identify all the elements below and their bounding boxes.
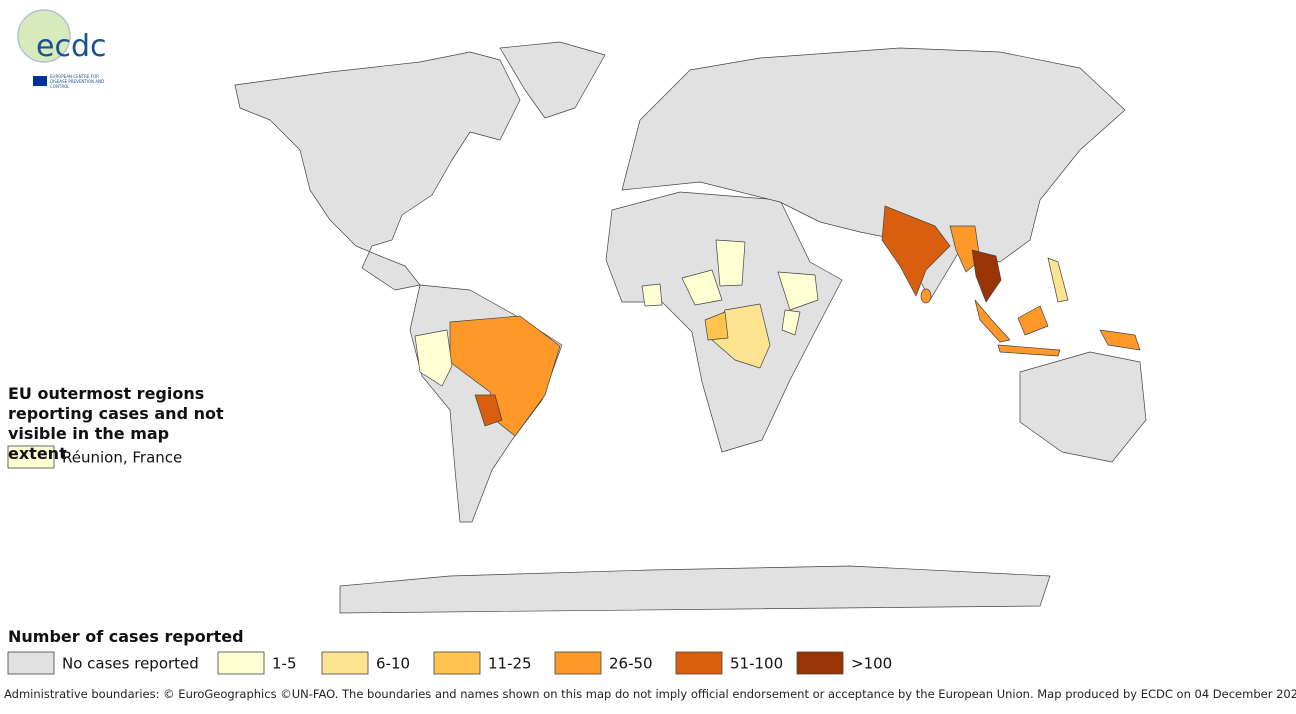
area [781, 309, 801, 336]
legend-label: 6-10 [376, 655, 410, 673]
area [881, 205, 951, 297]
logo-org: EUROPEAN CENTRE FOR DISEASE PREVENTION A… [50, 74, 105, 89]
eurasia [621, 47, 1126, 301]
legend-label: 11-25 [488, 655, 532, 673]
area [474, 394, 503, 427]
north-america [234, 51, 521, 291]
area [641, 283, 663, 307]
area [711, 303, 771, 369]
area [974, 299, 1011, 343]
legend-label: Réunion, France [62, 449, 182, 467]
area [777, 271, 819, 311]
legend-label: No cases reported [62, 655, 199, 673]
logo-globe [17, 9, 71, 63]
logo: ecdc [17, 9, 107, 86]
area [1099, 329, 1141, 351]
area [449, 315, 561, 437]
legend-swatch [321, 651, 369, 675]
legend-label: 51-100 [730, 655, 783, 673]
outermost-items: Réunion, France [7, 445, 182, 469]
legend-swatch [217, 651, 265, 675]
greenland [499, 41, 606, 119]
area [920, 288, 932, 304]
australia [1019, 351, 1147, 463]
legend-label: 26-50 [609, 655, 653, 673]
outermost-title: EU outermost regions reporting cases and… [8, 384, 224, 463]
area [1047, 257, 1069, 303]
legend-swatch [7, 651, 55, 675]
area [971, 249, 1002, 303]
logo-wordmark: ecdc [36, 29, 107, 64]
legend-title: Number of cases reported [8, 627, 244, 646]
area [715, 239, 746, 287]
legend-label: 1-5 [272, 655, 297, 673]
reporting-areas [414, 205, 1141, 437]
area [997, 344, 1061, 357]
legend-swatch [675, 651, 723, 675]
eu-flag [33, 76, 47, 86]
area [414, 329, 453, 387]
land-base [234, 41, 1147, 614]
logo-org-box: EUROPEAN CENTRE FOR DISEASE PREVENTION A… [50, 74, 105, 89]
footer: Administrative boundaries: © EuroGeograp… [4, 687, 1296, 701]
area [681, 269, 723, 306]
legend-label: >100 [851, 655, 892, 673]
legend-swatch [554, 651, 602, 675]
area [1017, 305, 1049, 336]
antarctica [339, 565, 1051, 614]
legend-swatch [433, 651, 481, 675]
area [704, 311, 729, 341]
area [949, 225, 981, 273]
legend-items: No cases reported 1-5 6-10 11-25 26-50 51-100… [7, 651, 892, 675]
legend-swatch [796, 651, 844, 675]
legend-swatch [7, 445, 55, 469]
